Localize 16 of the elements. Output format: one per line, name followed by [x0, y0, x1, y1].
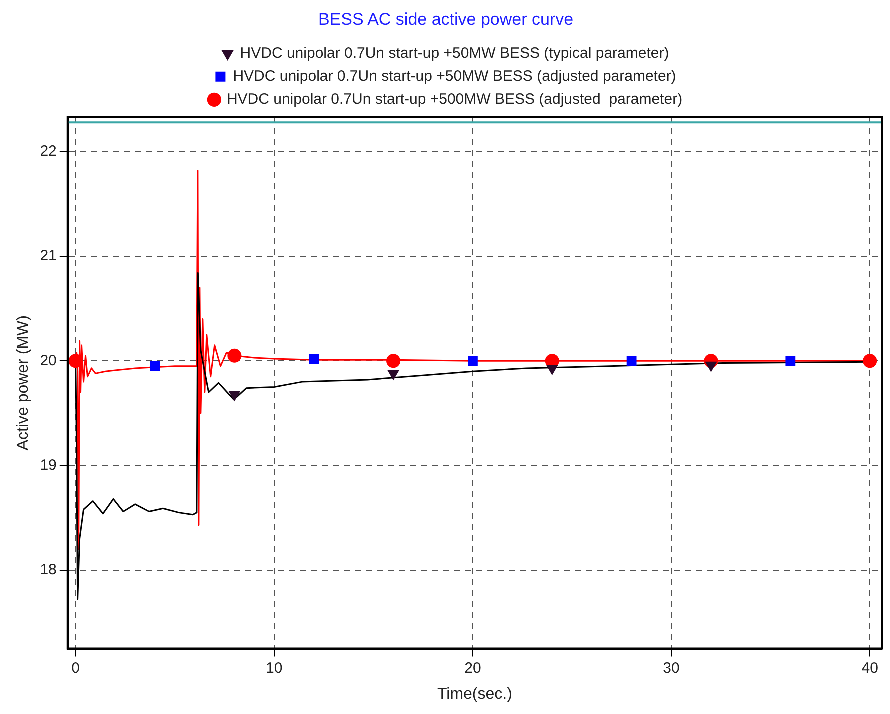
y-tick-label: 19 [40, 456, 57, 474]
x-tick-label: 30 [663, 660, 680, 677]
y-tick-label: 20 [40, 352, 57, 370]
y-tick-label: 21 [40, 248, 57, 265]
legend-label: HVDC unipolar 0.7Un start-up +50MW BESS (typical parameter) [240, 45, 670, 62]
x-tick-label: 0 [72, 660, 80, 677]
x-tick-label: 20 [464, 660, 482, 677]
x-tick-label: 10 [266, 660, 283, 677]
y-tick-label: 18 [40, 561, 57, 578]
y-tick-label: 22 [40, 143, 57, 160]
legend-label: HVDC unipolar 0.7Un start-up +50MW BESS (adjusted parameter) [233, 68, 676, 86]
y-axis-title: Active power (MW) [15, 316, 32, 451]
chart-title: BESS AC side active power curve [318, 10, 574, 29]
legend-label: HVDC unipolar 0.7Un start-up +500MW BESS (adjusted parameter) [226, 91, 683, 108]
x-tick-label: 40 [862, 660, 878, 677]
x-axis-title: Time(sec.) [437, 686, 512, 703]
